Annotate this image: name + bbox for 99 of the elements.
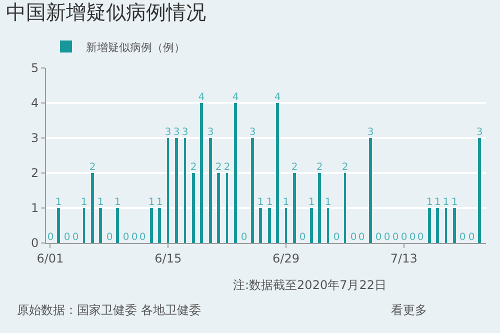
y-tick-label: 5 [30,61,39,76]
data-label: 1 [442,197,450,208]
bar [344,173,346,243]
data-label: 2 [190,162,197,173]
x-tick-label: 6/29 [272,251,300,266]
data-label: 0 [122,232,130,243]
data-label: 3 [367,127,374,138]
data-label: 4 [232,92,239,103]
y-tick-label: 4 [30,96,39,110]
data-label: 0 [64,232,70,243]
bar [175,138,178,243]
data-label: 1 [266,197,273,208]
data-label: 4 [198,92,205,103]
y-tick-label: 1 [30,201,39,216]
data-label: 0 [131,232,138,243]
data-label: 1 [257,197,264,208]
data-label: 2 [215,162,222,173]
bar [293,173,296,243]
data-label: 3 [476,127,483,138]
bar [116,208,119,243]
data-label: 0 [299,232,306,243]
data-label: 0 [47,232,54,243]
data-label: 1 [156,197,163,208]
bar [167,138,169,243]
bar [259,208,262,243]
data-label: 1 [114,197,121,208]
data-label: 0 [139,232,146,243]
y-tick-label: 3 [30,131,39,146]
bar [83,208,85,243]
bar [478,138,481,243]
bar [184,138,186,243]
data-label: 1 [282,197,290,208]
data-label: 1 [324,197,332,208]
data-label: 3 [249,127,256,138]
data-label: 1 [426,197,433,208]
text: 原始数据：国家卫健委 各地卫健委 [17,303,201,317]
data-label: 1 [80,197,88,208]
data-label: 2 [224,162,230,173]
bar [234,103,237,243]
bar [209,138,212,243]
bar [200,103,203,243]
data-label: 0 [240,232,248,243]
x-tick-label: 6/15 [154,251,182,266]
data-label: 3 [173,127,180,138]
data-label: 1 [451,197,458,208]
x-tick-label: 6/01 [36,251,64,266]
data-label: 2 [89,162,96,173]
data-label: 0 [375,232,382,243]
text: 看更多 [391,303,427,317]
bar [57,208,60,243]
data-label: 2 [316,162,323,173]
bar [268,208,271,243]
data-label: 1 [97,197,104,208]
bar [310,208,313,243]
data-label: 3 [182,127,188,138]
bar [251,138,254,243]
bar [150,208,153,243]
bar [445,208,447,243]
bar [318,173,321,243]
bar [369,138,372,243]
text: 注:数据截至2020年7月22日 [233,278,386,292]
bar [217,173,220,243]
y-tick-label: 2 [30,166,39,180]
data-label: 1 [308,197,315,208]
legend-label: 新增疑似病例（例） [86,40,185,54]
data-label: 0 [468,232,475,243]
data-label: 0 [106,232,113,243]
y-tick-label: 0 [30,236,39,250]
bar [192,173,195,243]
data-label: 0 [350,232,357,243]
bar [428,208,431,243]
bar [91,173,94,243]
chart-title: 中国新增疑似病例情况 [6,0,206,24]
data-label: 0 [384,232,390,243]
bar [453,208,456,243]
bar [158,208,161,243]
data-label: 4 [274,92,281,103]
bar [99,208,102,243]
data-label: 0 [358,232,365,243]
data-label: 1 [55,197,62,208]
data-label: 0 [333,232,340,243]
data-label: 3 [207,127,214,138]
x-tick-label: 7/13 [390,251,418,266]
bar [285,208,287,243]
bar [226,173,228,243]
bar [436,208,439,243]
data-label: 2 [342,162,348,173]
data-label: 0 [392,232,399,243]
data-label: 3 [164,127,172,138]
data-label: 0 [400,232,408,243]
data-label: 0 [409,232,416,243]
data-label: 2 [291,162,298,173]
data-label: 1 [148,197,155,208]
data-label: 1 [434,197,441,208]
bar [276,103,279,243]
bar [327,208,329,243]
data-label: 0 [417,232,424,243]
data-label: 0 [72,232,79,243]
data-label: 0 [459,232,466,243]
